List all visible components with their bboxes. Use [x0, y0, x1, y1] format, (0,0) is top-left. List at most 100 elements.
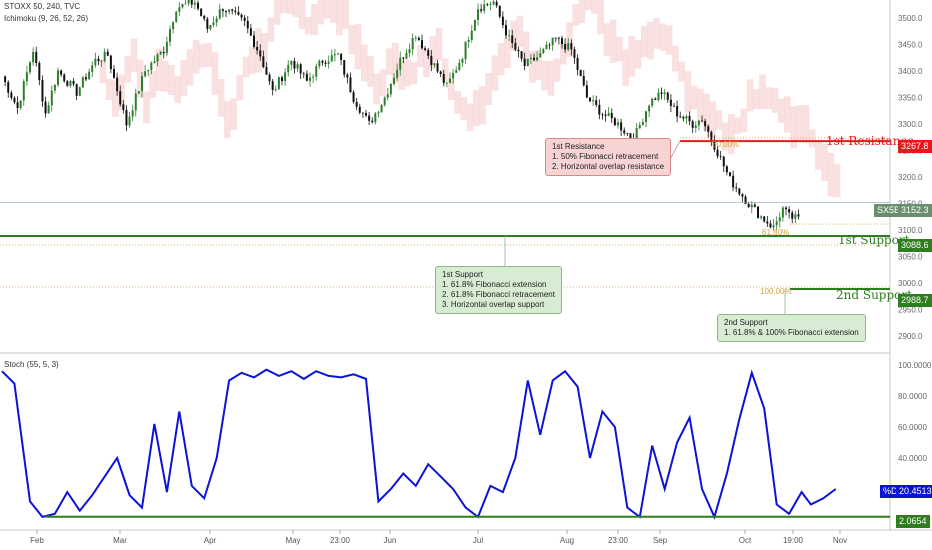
candle-body [175, 11, 178, 22]
candle-body [156, 54, 159, 62]
time-tick-label: Mar [113, 536, 127, 545]
candle-body [380, 104, 383, 113]
candle-body [461, 59, 464, 63]
candle-body [218, 9, 221, 19]
candle-body [221, 9, 224, 11]
candle-body [483, 4, 486, 11]
candle-body [256, 46, 259, 51]
support1-note: 1st Support 1. 61.8% Fibonacci extension… [435, 266, 562, 314]
candle-body [430, 55, 433, 66]
ichimoku-cloud [373, 73, 381, 105]
ichimoku-cloud [653, 17, 661, 49]
ichimoku-cloud [186, 49, 194, 86]
candle-body [408, 49, 411, 53]
ichimoku-cloud [460, 97, 468, 120]
ichimoku-cloud [379, 69, 387, 97]
candle-body [613, 118, 616, 126]
candle-body [455, 70, 458, 73]
candle-body [716, 149, 719, 157]
resistance-note-line: 1st Resistance [552, 142, 605, 151]
candle-body [505, 25, 507, 36]
candle-body [215, 18, 218, 23]
time-tick-label: May [285, 536, 300, 545]
candle-body [41, 80, 44, 102]
candle-body [735, 187, 738, 189]
candle-body [719, 156, 722, 158]
ichimoku-cloud [541, 60, 549, 91]
candle-body [585, 85, 588, 98]
candle-body [449, 78, 451, 83]
candle-body [489, 4, 492, 6]
price-tick-label: 3350.0 [898, 94, 923, 103]
candle-body [691, 121, 694, 128]
candle-body [212, 22, 215, 25]
candle-body [654, 98, 657, 101]
ichimoku-cloud [560, 44, 567, 65]
candle-body [610, 112, 613, 119]
candle-body [785, 207, 787, 210]
support2-price-tag: 2988.7 [898, 294, 932, 307]
ichimoku-cloud [603, 23, 611, 57]
candle-body [666, 92, 669, 100]
fib-50-label: 50.00% [712, 140, 740, 149]
last-price-tag: 3152.3 [898, 204, 932, 217]
candle-body [676, 106, 679, 117]
candle-body [405, 52, 408, 59]
candle-body [249, 28, 252, 36]
candle-body [561, 38, 563, 45]
time-tick-label: Sep [653, 536, 668, 545]
candle-body [169, 29, 171, 42]
candle-body [287, 64, 290, 73]
price-tick-label: 3400.0 [898, 67, 923, 76]
ichimoku-cloud [609, 19, 617, 64]
ichimoku-cloud [827, 152, 835, 197]
candle-body [309, 77, 311, 81]
candle-body [480, 9, 483, 11]
support2-note-line: 1. 61.8% & 100% Fibonacci extension [724, 328, 859, 337]
candle-body [293, 60, 296, 69]
candle-body [427, 50, 430, 56]
candle-body [150, 62, 153, 70]
ichimoku-cloud [516, 15, 524, 48]
candle-body [365, 113, 367, 116]
ichimoku-cloud [292, 0, 300, 18]
ichimoku-cloud [728, 114, 735, 155]
candle-body [321, 60, 324, 63]
candle-body [358, 106, 361, 113]
candle-body [424, 48, 427, 51]
ichimoku-cloud [491, 55, 499, 91]
candle-body [50, 90, 53, 106]
ichimoku-cloud [522, 31, 530, 62]
candle-body [361, 112, 364, 114]
candle-body [604, 114, 607, 116]
ichimoku-cloud [118, 74, 125, 111]
candle-body [592, 100, 595, 102]
support1-label: 1st Support [838, 233, 910, 247]
ichimoku-cloud [479, 86, 486, 125]
candle-body [576, 57, 579, 70]
ichimoku-cloud [684, 71, 692, 113]
candle-body [579, 69, 582, 77]
candle-body [673, 105, 675, 107]
candle-body [685, 115, 688, 119]
ichimoku-cloud [304, 16, 312, 35]
time-tick-label: Apr [204, 536, 217, 545]
candle-body [470, 30, 473, 40]
ichimoku-cloud [211, 52, 219, 95]
candle-body [66, 81, 69, 86]
candle-body [246, 20, 249, 29]
candle-body [377, 112, 380, 114]
ichimoku-cloud [199, 44, 206, 68]
candle-body [570, 43, 573, 50]
candle-body [781, 207, 784, 218]
candle-body [421, 40, 423, 49]
candle-body [253, 35, 255, 47]
ichimoku-cloud [205, 42, 213, 67]
ichimoku-cloud [143, 91, 150, 124]
ichimoku-cloud [746, 79, 754, 112]
candle-body [747, 203, 750, 208]
candle-body [620, 122, 623, 131]
ichimoku-cloud [149, 70, 157, 98]
ichimoku-cloud [535, 49, 542, 80]
